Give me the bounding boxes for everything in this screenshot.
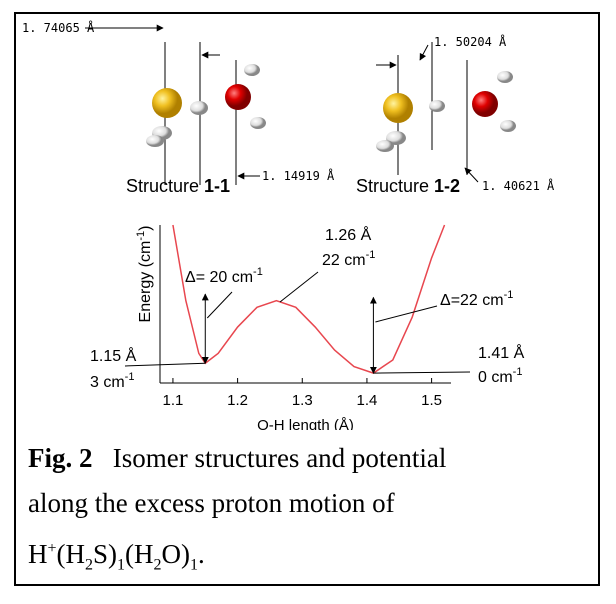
- structure-number: 1-1: [204, 176, 230, 196]
- structure-label: Structure 1-2: [356, 176, 460, 196]
- annotation-text: 0 cm: [478, 369, 513, 386]
- distance-label: 1. 50204 Å: [434, 34, 507, 49]
- y-axis-label-sup: -1: [135, 231, 147, 241]
- sulfur-atom: [383, 93, 413, 123]
- annotation-line: [280, 272, 318, 302]
- oxygen-atom: [472, 91, 498, 117]
- annotation: Δ=22 cm-1: [440, 289, 513, 309]
- distance-label: 1. 74065 Å: [22, 20, 95, 35]
- annotation: 1.26 Å: [325, 225, 372, 244]
- y-axis-label: Energy (cm-1): [135, 226, 154, 323]
- annotation-text: Δ= 20 cm: [185, 269, 253, 286]
- formula-part: (H: [125, 539, 154, 569]
- annotation: 1.15 Å: [90, 346, 137, 365]
- formula-part: .: [198, 539, 205, 569]
- formula-part: H: [28, 539, 48, 569]
- hydrogen-atom: [190, 101, 208, 115]
- formula-part: O): [162, 539, 191, 569]
- formula-part: 2: [154, 556, 162, 573]
- annotation: 0 cm-1: [478, 366, 522, 386]
- annotation: 1.41 Å: [478, 343, 525, 362]
- x-axis-label: O-H length (Å): [257, 417, 354, 430]
- annotation-line: [375, 306, 437, 322]
- structure-name: Structure: [356, 176, 434, 196]
- formula-part: S): [93, 539, 117, 569]
- hydrogen-atom: [250, 117, 266, 129]
- structure-name: Structure: [126, 176, 204, 196]
- annotation: 3 cm-1: [90, 371, 134, 391]
- hydrogen-atom: [244, 64, 260, 76]
- caption-text: Isomer structures and potential: [113, 443, 447, 473]
- formula-part: +: [48, 540, 57, 557]
- hydrogen-atom: [429, 100, 445, 112]
- annotation-sup: -1: [366, 249, 376, 261]
- x-tick-label: 1.3: [292, 392, 313, 409]
- caption-text: along the excess proton motion of: [28, 481, 598, 526]
- annotation-line: [125, 363, 205, 366]
- figure: 1. 74065 Å 1. 14919 Å Structure 1-1 1. 5…: [0, 0, 616, 430]
- annotation-text: 3 cm: [90, 374, 125, 391]
- annotation-line: [207, 292, 232, 318]
- distance-label: 1. 40621 Å: [482, 178, 555, 193]
- curve: [173, 225, 445, 373]
- structure-number: 1-2: [434, 176, 460, 196]
- figure-label: Fig. 2: [28, 443, 93, 473]
- formula-part: 1: [117, 556, 125, 573]
- formula: H+(H2S)1(H2O)1.: [28, 526, 598, 587]
- hydrogen-atom: [500, 120, 516, 132]
- annotation-sup: -1: [513, 366, 523, 378]
- formula-part: 1: [190, 556, 198, 573]
- caption: Fig. 2 Isomer structures and potential a…: [28, 436, 598, 587]
- distance-label: 1. 14919 Å: [262, 168, 335, 183]
- annotation-sup: -1: [504, 289, 514, 301]
- x-tick-label: 1.5: [421, 392, 442, 409]
- annotation-text: Δ=22 cm: [440, 292, 504, 309]
- structure-label: Structure 1-1: [126, 176, 230, 196]
- annotation: 22 cm-1: [322, 249, 375, 269]
- formula-part: (H: [57, 539, 86, 569]
- hydrogen-atom: [376, 140, 394, 152]
- formula-part: 2: [85, 556, 93, 573]
- annotation: Δ= 20 cm-1: [185, 266, 263, 286]
- hydrogen-atom: [497, 71, 513, 83]
- x-tick-label: 1.2: [227, 392, 248, 409]
- hydrogen-atom: [146, 135, 164, 147]
- oxygen-atom: [225, 84, 251, 110]
- x-tick-label: 1.1: [163, 392, 184, 409]
- annotation-line: [373, 372, 470, 373]
- x-tick-label: 1.4: [357, 392, 378, 409]
- caption-line: Fig. 2 Isomer structures and potential: [28, 436, 598, 481]
- y-axis-label-text: ): [137, 226, 154, 231]
- y-axis-label-text: Energy (cm: [137, 241, 154, 323]
- annotation-text: 22 cm: [322, 252, 366, 269]
- sulfur-atom: [152, 88, 182, 118]
- annotation-sup: -1: [125, 371, 135, 383]
- annotation-sup: -1: [253, 266, 263, 278]
